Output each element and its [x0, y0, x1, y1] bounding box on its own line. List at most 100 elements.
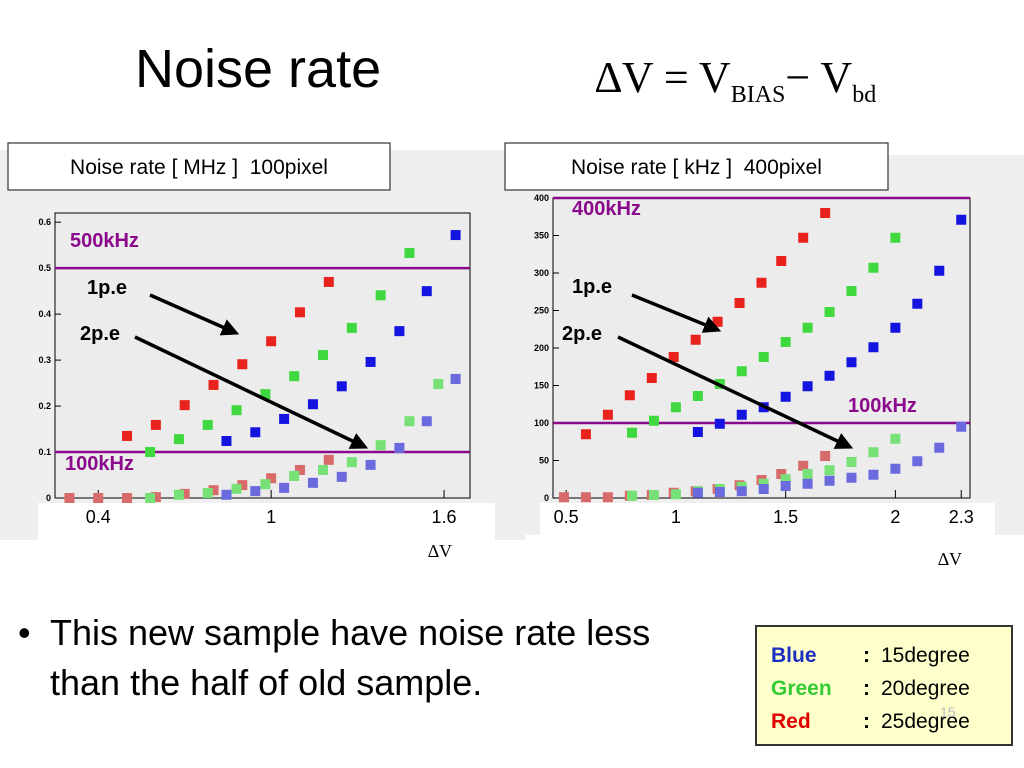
legend-row: Red:25degree	[771, 705, 1011, 738]
chart-title: Noise rate [ kHz ] 400pixel	[571, 156, 822, 179]
point	[145, 447, 156, 458]
threshold-label: 500kHz	[70, 230, 139, 252]
point	[820, 208, 831, 218]
point	[627, 427, 638, 438]
chart-title: Noise rate [ MHz ] 100pixel	[70, 156, 328, 179]
point	[307, 399, 318, 410]
point	[150, 419, 161, 430]
title-box	[7, 142, 391, 191]
point	[758, 352, 769, 362]
legend-name: Red	[771, 709, 811, 733]
point	[421, 416, 432, 427]
plot-area	[552, 197, 971, 499]
threshold-label: 400kHz	[572, 198, 641, 220]
threshold-label: 100kHz	[65, 453, 134, 475]
point	[648, 415, 659, 426]
point	[289, 371, 300, 382]
point	[237, 480, 248, 491]
point	[580, 429, 591, 440]
formula: ∆V = VBIAS− Vbd	[595, 52, 876, 109]
annotation: 1p.e	[87, 277, 127, 299]
legend-row: Green:20degree	[771, 672, 1011, 705]
y-tick-label: 0.6	[38, 217, 51, 227]
point	[846, 457, 857, 467]
point	[868, 262, 879, 273]
point	[648, 490, 659, 500]
point	[260, 389, 271, 400]
point	[670, 402, 681, 413]
arrow	[149, 293, 240, 336]
point	[627, 490, 638, 501]
point	[208, 379, 219, 390]
formula-part: ∆V = V	[595, 53, 731, 102]
x-tick-label: 0.5	[554, 507, 579, 527]
point	[279, 413, 290, 424]
title-box	[504, 142, 889, 191]
point	[692, 487, 703, 498]
formula-sub: bd	[852, 81, 877, 108]
x-axis-label: ∆V	[938, 549, 962, 569]
point	[956, 421, 967, 432]
y-tick-label: 350	[534, 231, 549, 241]
x-label-box	[540, 503, 995, 540]
y-tick-label: 250	[534, 306, 549, 316]
y-tick-label: 150	[534, 381, 549, 391]
point	[802, 322, 813, 333]
point	[890, 232, 901, 243]
point	[346, 457, 357, 468]
point	[846, 357, 857, 368]
arrow	[631, 293, 722, 333]
point	[375, 290, 386, 301]
point	[956, 214, 967, 225]
x-tick-label: 1.5	[773, 507, 798, 527]
point	[692, 427, 703, 437]
point	[780, 474, 791, 485]
point	[64, 493, 75, 503]
point	[179, 400, 190, 411]
bullet-text: This new sample have noise rate less tha…	[50, 612, 651, 703]
legend-separator: :	[863, 643, 870, 667]
point	[734, 298, 745, 308]
point	[670, 489, 681, 500]
x-tick-label: 0.4	[86, 507, 111, 527]
point	[365, 356, 376, 367]
point	[208, 485, 219, 496]
point	[231, 483, 242, 494]
point	[802, 478, 813, 489]
point	[798, 460, 809, 471]
point	[346, 322, 357, 333]
point	[179, 488, 190, 499]
point	[450, 230, 461, 241]
x-tick-label: 2	[890, 507, 900, 527]
point	[237, 359, 248, 370]
point	[558, 492, 569, 503]
y-tick-label: 0.4	[38, 309, 51, 319]
point	[824, 465, 835, 476]
point	[221, 436, 232, 446]
point	[221, 489, 232, 500]
y-tick-label: 0	[46, 493, 51, 503]
point	[602, 492, 613, 503]
point	[890, 322, 901, 333]
point	[336, 471, 347, 482]
point	[846, 286, 857, 296]
point	[868, 342, 879, 353]
point	[404, 416, 415, 427]
point	[802, 381, 813, 392]
point	[580, 492, 591, 503]
point	[668, 352, 679, 362]
y-tick-label: 0.1	[38, 447, 51, 457]
point	[714, 418, 725, 429]
point	[122, 430, 133, 441]
point	[122, 493, 133, 503]
formula-part: − V	[785, 53, 853, 102]
y-tick-label: 0	[544, 493, 549, 503]
point	[289, 470, 300, 481]
legend-desc: 20degree	[881, 676, 970, 700]
point	[736, 409, 747, 420]
point	[250, 486, 261, 497]
point	[294, 307, 305, 318]
point	[260, 479, 271, 490]
point	[846, 472, 857, 483]
